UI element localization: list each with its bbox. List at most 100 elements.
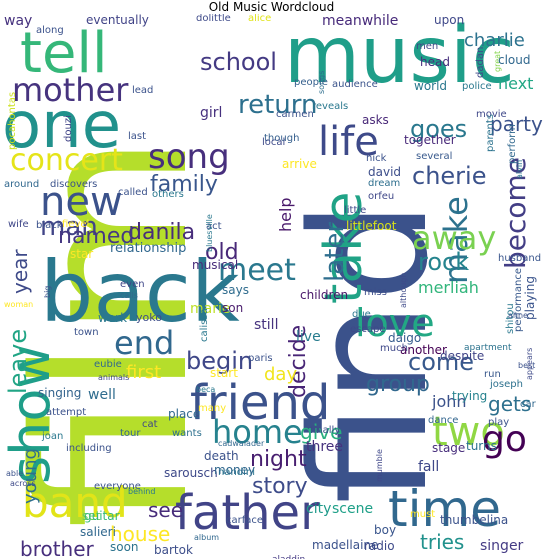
cloud-word-despite: despite [440,349,485,363]
cloud-word-salieri: salieri [80,525,116,539]
cloud-word-girl: girl [200,105,223,121]
cloud-word-madellaine: madellaine [312,538,379,552]
cloud-word-alvin: alvin [515,159,524,179]
cloud-word-anne: anne [508,311,528,320]
cloud-word-give: give [300,420,343,444]
cloud-word-lead: lead [132,85,154,96]
cloud-word-others: others [152,189,184,200]
cloud-word-police: police [462,81,492,92]
cloud-word-cloud: cloud [498,53,531,67]
cloud-word-littlefoot: littlefoot [346,219,397,233]
cloud-word-due: due [352,309,371,320]
cloud-word-help: help [276,197,295,232]
cloud-word-set: set [82,509,101,523]
cloud-word-able: able [6,469,24,478]
cloud-word-back: back [40,243,240,341]
cloud-word-much: much [380,343,408,354]
cloud-word-animals: animals [98,373,130,382]
cloud-word-escape: escape [350,324,386,335]
cloud-word-cat: cat [142,419,158,430]
cloud-word-home: home [212,413,303,451]
cloud-word-act: act [206,221,222,232]
cloud-word-people: people [294,77,328,88]
cloud-word-named: named [58,224,135,249]
cloud-word-rock: rock [418,248,470,276]
cloud-word-singing: singing [38,386,82,400]
cloud-word-come: come [408,348,475,376]
cloud-word-merliah: merliah [418,278,479,297]
cloud-word-death: death [204,449,239,463]
cloud-word-arrive: arrive [282,157,317,171]
cloud-word-across: across [10,479,36,488]
cloud-word-even: even [120,279,145,290]
cloud-word-year: year [8,249,32,294]
cloud-word-live: live [296,329,321,345]
cloud-word-city: city [306,501,332,517]
cloud-word-father: father [175,485,320,541]
cloud-word-big: big [43,285,52,298]
cloud-word-house: house [110,522,171,546]
cloud-word-discovers: discovers [50,179,98,190]
cloud-word-work: work [98,311,128,325]
cloud-word-danila: danila [128,220,196,245]
cloud-word-song: song [148,137,230,177]
cloud-word-along: along [36,25,64,36]
cloud-word-young: young [20,448,41,504]
cloud-word-head: head [420,55,450,69]
cloud-word-go: go [482,419,527,460]
cloud-word-audience: audience [332,79,378,90]
cloud-word-bartok: bartok [154,543,193,557]
cloud-word-cadwalader: cadwalader [218,439,265,448]
cloud-word-movie: movie [476,109,507,120]
cloud-word-play: play [488,417,510,428]
cloud-word-nick: nick [366,153,387,164]
cloud-word-brother: brother [20,537,94,559]
cloud-word-although: although [399,272,408,308]
cloud-word-family: family [150,172,218,197]
cloud-word-musical: musical [192,258,239,272]
cloud-word-party: party [490,112,543,136]
cloud-word-though: though [264,133,300,144]
cloud-word-wants: wants [172,428,202,439]
cloud-word-well: well [88,387,116,403]
cloud-word-meanwhile: meanwhile [322,14,399,29]
cloud-word-first: first [126,362,162,383]
cloud-word-black: black [36,220,63,231]
cloud-word-finally: finally [310,425,341,436]
cloud-word-several: several [416,151,453,162]
cloud-word-woman: woman [4,300,34,309]
cloud-word-alice: alice [248,14,272,24]
cloud-word-town: town [74,327,99,338]
cloud-word-joan: joan [42,431,64,442]
cloud-word-love: love [355,301,435,345]
cloud-word-run: run [484,369,501,380]
cloud-word-three: three [306,439,344,455]
cloud-word-sarousch: sarousch [164,466,218,480]
cloud-word-scene: scene [332,501,374,517]
word-cloud: film find music back tell one take father time sh… [0,14,543,559]
cloud-word-tries: tries [420,530,465,554]
cloud-word-time: time [388,480,501,538]
cloud-word-gets: gets [488,392,532,416]
cloud-word-yoko: yoko [136,311,162,324]
cloud-word-together: together [404,133,456,147]
cloud-word-paris: paris [248,353,273,364]
cloud-word-see: see [148,498,184,522]
cloud-word-man: man [40,212,98,242]
cloud-word-mumble: mumble [375,449,384,482]
cloud-word-meet: meet [218,253,296,288]
cloud-word-music: music [284,14,515,101]
cloud-word-local: local [262,137,286,148]
cloud-word-children: children [300,288,349,302]
cloud-word-story: story [252,474,308,499]
cloud-word-leave: leave [4,328,32,394]
cloud-word-singer: singer [480,538,524,554]
cloud-word-still: still [254,317,279,333]
cloud-word-douzi: douzi [63,115,74,142]
cloud-word-orfeu: orfeu [368,191,395,202]
cloud-word-soon: soon [110,540,139,554]
cloud-word-called: called [118,187,148,198]
cloud-word-performance: performance [513,267,524,332]
cloud-word-must: must [410,509,436,520]
cloud-word-calissa: calissa [199,308,210,342]
